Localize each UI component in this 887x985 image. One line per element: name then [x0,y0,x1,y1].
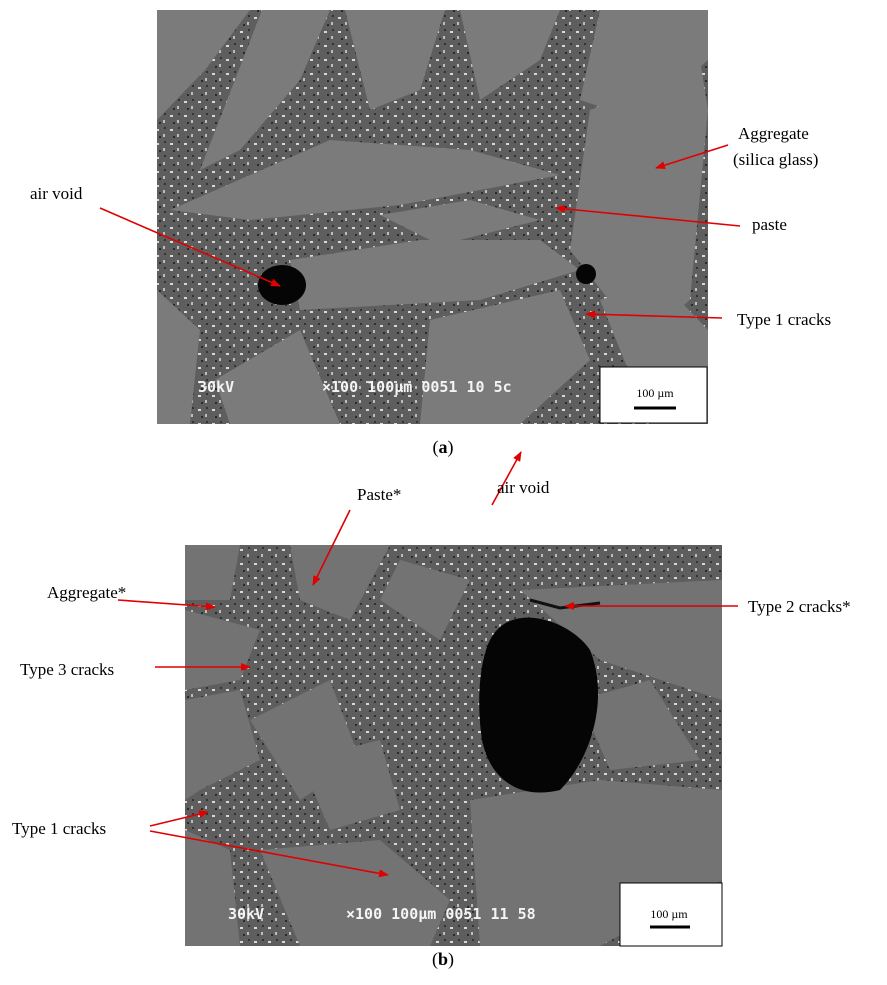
sem-info: 30kV [198,378,234,396]
annotation: Paste* [357,485,401,504]
scale-label: 100 µm [636,386,674,400]
annotation: Type 1 cracks [12,819,106,838]
sem-info: ×100 100µm 0051 11 58 [346,905,536,923]
panel-caption: (b) [432,949,454,970]
caption-part: ) [448,949,454,970]
annotation: air void [497,478,550,497]
annotation: Aggregate* [47,583,126,602]
caption-part: b [438,949,448,969]
annotation: paste [752,215,787,234]
micrograph-a [157,10,708,424]
annotation: Type 3 cracks [20,660,114,679]
annotation: Type 1 cracks [737,310,831,329]
sem-info: 30kV [228,905,264,923]
caption-part: a [439,437,448,457]
panel-caption: (a) [433,437,454,458]
scale-label: 100 µm [650,907,688,921]
figure: 30kV ×100 100µm 0051 10 5c 100 µm air void A… [0,0,887,985]
caption-part: ) [448,437,454,458]
annotation: Aggregate [738,124,809,143]
figure-canvas: 30kV ×100 100µm 0051 10 5c 100 µm air void A… [0,0,887,985]
annotation: Type 2 cracks* [748,597,851,616]
sem-info: ×100 100µm 0051 10 5c [322,378,512,396]
annotation: air void [30,184,83,203]
annotation: (silica glass) [733,150,818,169]
